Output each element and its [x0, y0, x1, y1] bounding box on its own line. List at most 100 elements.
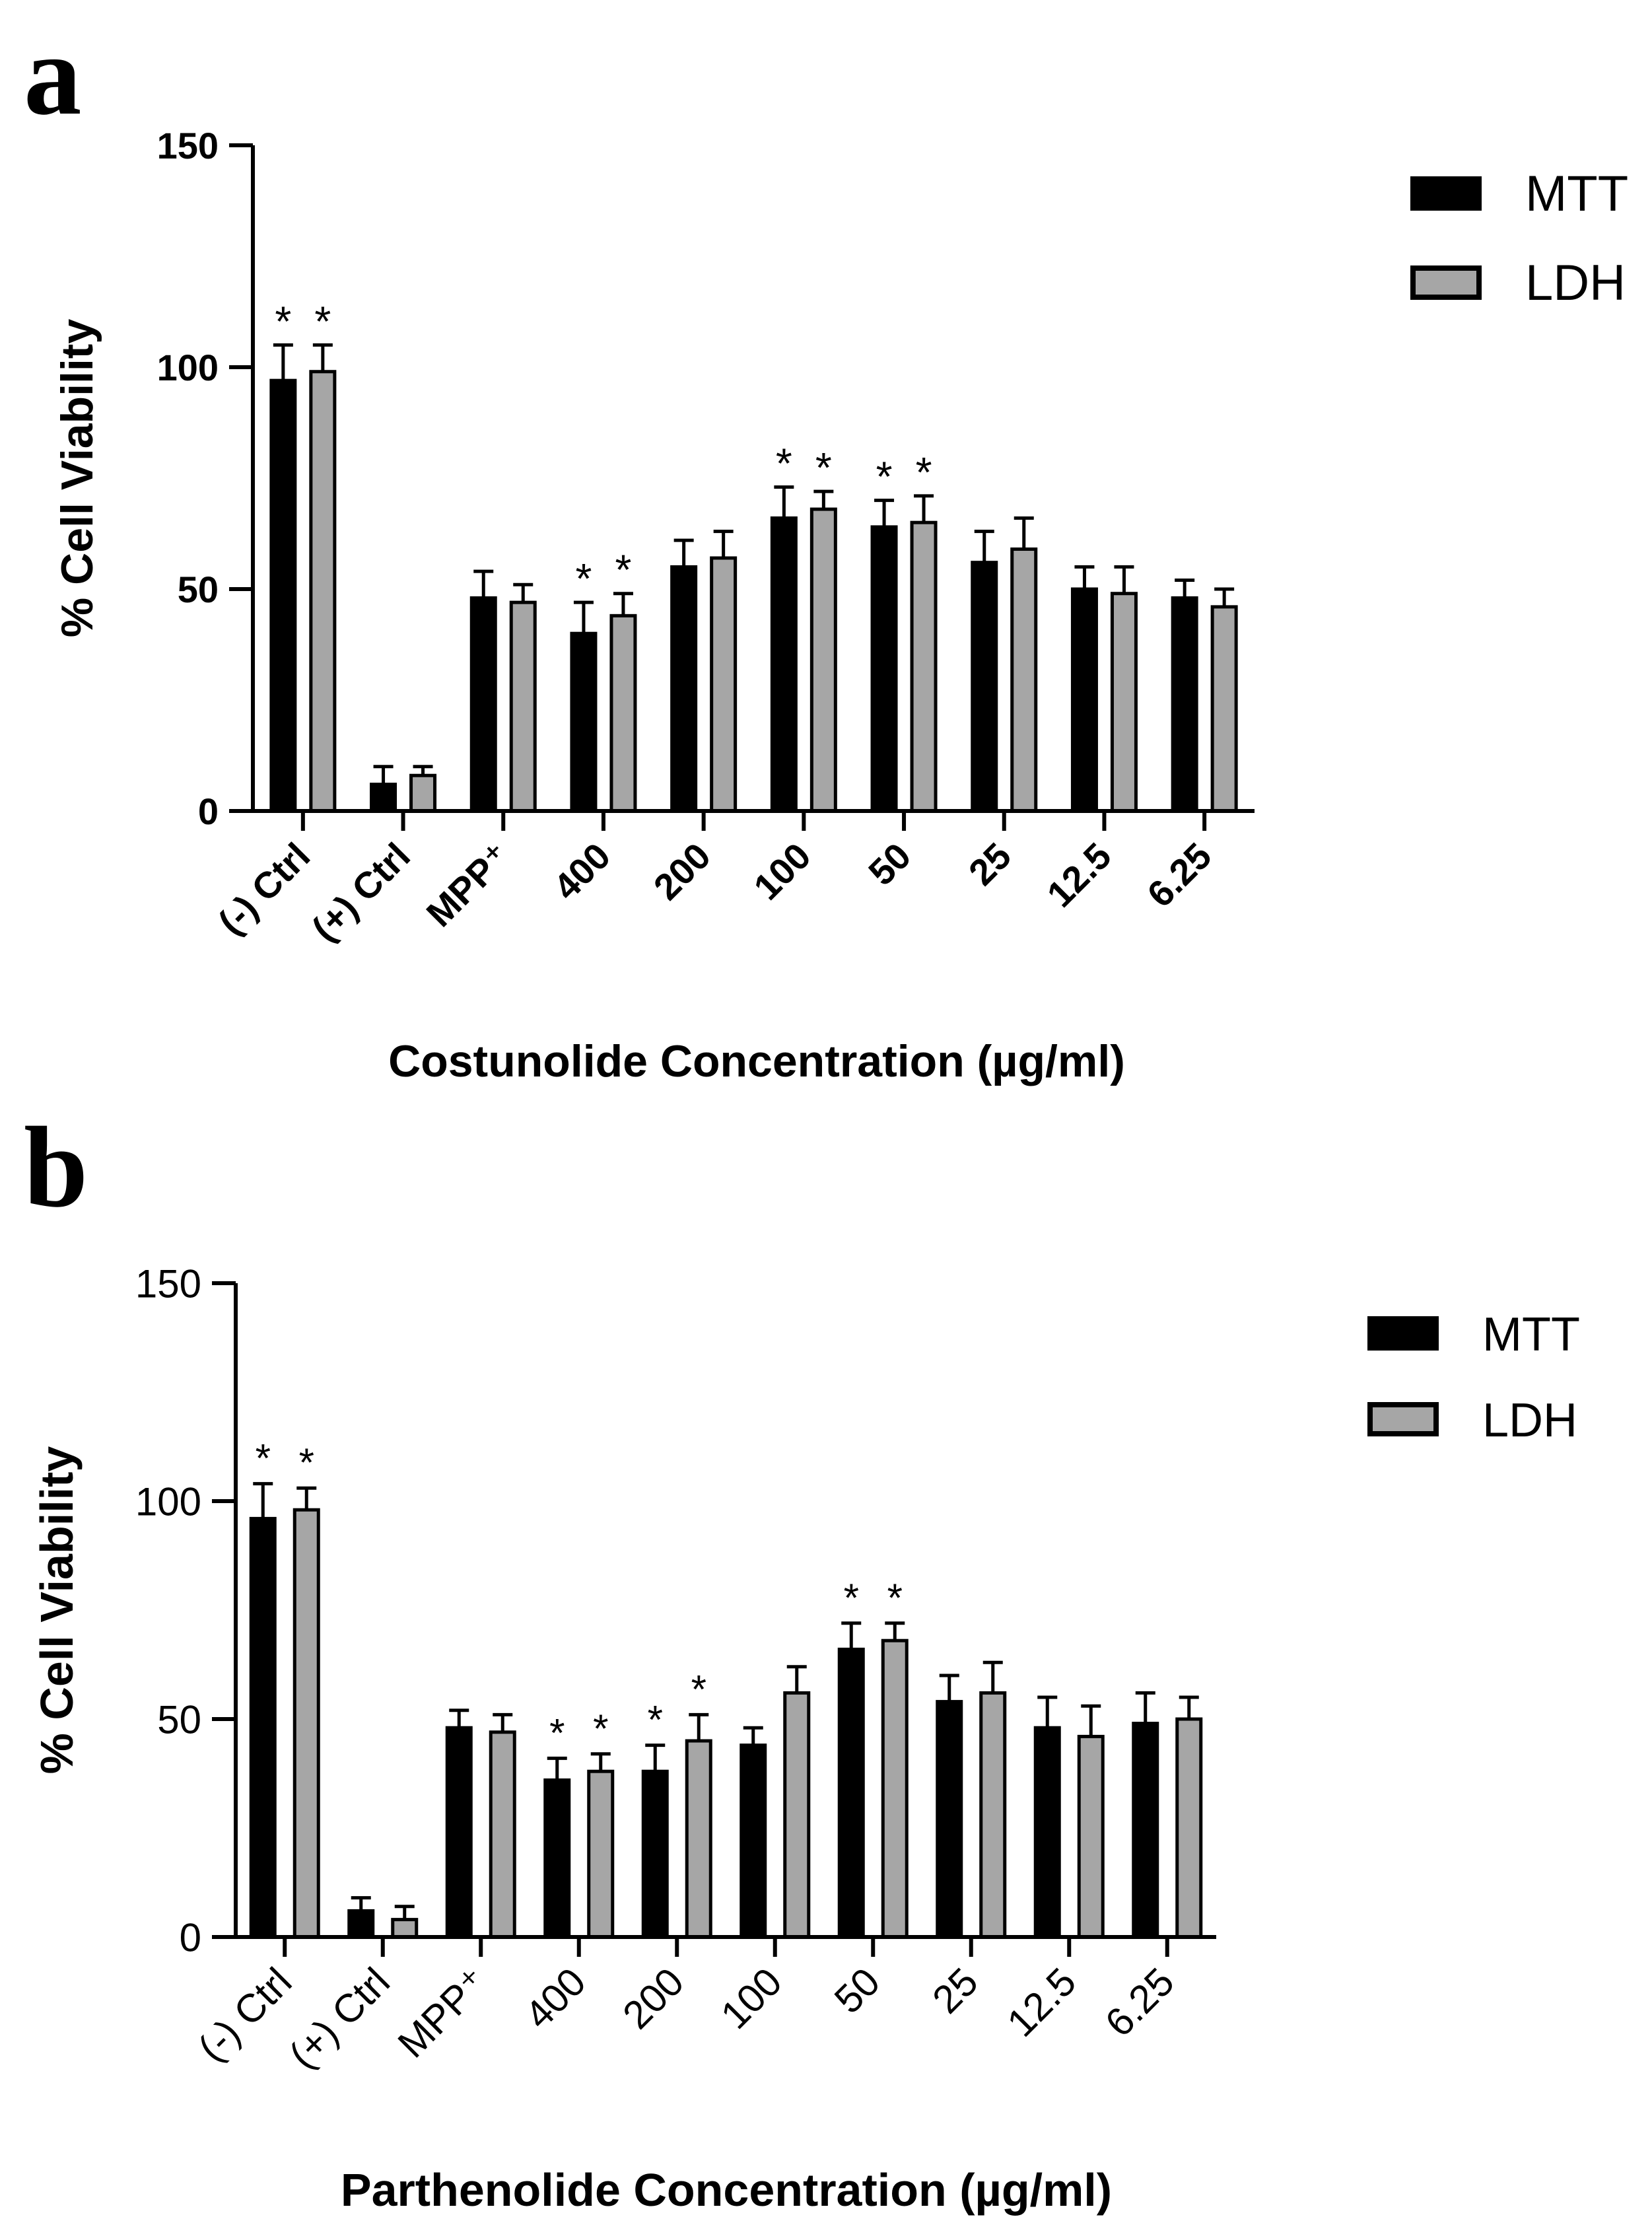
panel-letter-a: a	[24, 11, 82, 139]
c0-bar-mtt-6	[870, 525, 898, 813]
c0-bar-ldh-8	[1110, 592, 1138, 813]
c0-bar-ldh-1	[409, 773, 437, 813]
c0-significance-mtt-3: *	[575, 555, 592, 602]
c0-significance-ldh-5: *	[815, 444, 832, 491]
c1-legend-swatch-mtt	[1367, 1316, 1439, 1351]
c1-bar-ldh-0	[293, 1508, 320, 1939]
c1-bar-ldh-5	[783, 1691, 811, 1939]
c1-bar-ldh-8	[1077, 1734, 1105, 1939]
c0-bar-mtt-2	[469, 596, 497, 813]
c1-bar-ldh-9	[1175, 1717, 1203, 1939]
c0-x-tick-label-6: 50	[860, 835, 919, 894]
c0-x-tick-label-4: 200	[646, 835, 719, 908]
c1-significance-ldh-0: *	[299, 1440, 314, 1485]
c1-bar-mtt-5	[740, 1744, 767, 1939]
chart-costunolide: * * * * * * * * 0 50 100 150 (-) Ctrl(+) Ctrl MPP⁺ 400…	[52, 125, 1628, 1086]
c1-bar-ldh-4	[685, 1739, 712, 1939]
c1-bar-ldh-7	[979, 1691, 1007, 1939]
c1-bar-ldh-6	[881, 1638, 909, 1939]
c1-y-tick-label-3: 150	[135, 1262, 201, 1306]
c0-bar-ldh-4	[710, 556, 738, 813]
c0-x-tick-label-1: (+) Ctrl	[304, 835, 418, 949]
c1-significance-mtt-0: *	[256, 1436, 271, 1481]
c0-bar-mtt-3	[570, 631, 598, 813]
c1-significance-ldh-4: *	[691, 1667, 706, 1711]
c0-bar-ldh-3	[609, 614, 637, 813]
panel-letter-b: b	[24, 1103, 88, 1231]
c1-significance-mtt-4: *	[648, 1698, 663, 1742]
c1-significance-mtt-6: *	[844, 1576, 859, 1620]
c0-bar-mtt-7	[971, 561, 998, 813]
c0-bar-mtt-5	[770, 516, 798, 813]
c1-bar-mtt-1	[347, 1909, 375, 1939]
c1-x-tick-label-0: (-) Ctrl	[189, 1959, 300, 2070]
c1-x-tick-label-8: 12.5	[998, 1959, 1084, 2045]
c0-bar-mtt-8	[1070, 587, 1098, 813]
c1-bar-mtt-7	[936, 1700, 963, 1939]
c0-significance-ldh-0: *	[314, 297, 331, 345]
c1-bar-mtt-0	[249, 1516, 277, 1939]
c1-y-tick-label-0: 0	[180, 1916, 201, 1960]
c1-bar-ldh-3	[587, 1769, 615, 1939]
c0-x-tick-label-5: 100	[745, 835, 819, 908]
c1-bar-mtt-2	[445, 1726, 473, 1939]
c0-x-tick-label-2: MPP⁺	[418, 835, 518, 934]
c1-significance-ldh-6: *	[887, 1576, 903, 1620]
c0-y-axis-label: % Cell Viability	[52, 319, 102, 638]
c1-significance-mtt-3: *	[549, 1710, 565, 1755]
c0-bar-ldh-2	[509, 600, 537, 813]
c0-bar-ldh-5	[809, 507, 837, 813]
c0-significance-mtt-5: *	[776, 439, 792, 487]
c1-y-axis-label: % Cell Viability	[31, 1446, 83, 1775]
c0-bar-mtt-4	[670, 565, 698, 813]
c1-x-axis-label: Parthenolide Concentration (µg/ml)	[341, 2164, 1112, 2216]
c0-bar-mtt-9	[1171, 596, 1198, 813]
c0-significance-ldh-6: *	[916, 448, 932, 496]
c0-significance-ldh-3: *	[615, 546, 631, 594]
c0-legend-swatch-mtt	[1410, 176, 1482, 211]
c0-y-tick-label-3: 150	[157, 125, 219, 166]
c1-bar-mtt-9	[1132, 1722, 1159, 1939]
c1-x-tick-label-9: 6.25	[1097, 1959, 1183, 2045]
c1-x-tick-label-7: 25	[924, 1959, 986, 2022]
c1-bar-mtt-3	[543, 1778, 571, 1939]
c0-legend-swatch-ldh	[1410, 265, 1482, 300]
c0-x-tick-label-9: 6.25	[1139, 835, 1220, 915]
c1-x-tick-label-1: (+) Ctrl	[281, 1959, 398, 2077]
c1-x-tick-label-6: 50	[826, 1959, 889, 2022]
c1-legend-swatch-ldh	[1367, 1402, 1439, 1436]
c1-y-tick-label-1: 50	[157, 1698, 201, 1742]
c0-significance-mtt-0: *	[275, 297, 291, 345]
c0-bar-mtt-1	[370, 783, 397, 813]
c1-x-tick-label-4: 200	[614, 1959, 692, 2037]
c0-x-tick-label-3: 400	[545, 835, 619, 908]
c1-x-tick-label-2: MPP⁺	[390, 1959, 497, 2066]
c1-legend-label-ldh: LDH	[1482, 1394, 1577, 1447]
c0-y-tick-label-1: 50	[178, 569, 219, 610]
c1-bar-ldh-1	[391, 1918, 419, 1939]
c1-x-tick-label-3: 400	[516, 1959, 594, 2037]
c0-x-axis-label: Costunolide Concentration (µg/ml)	[388, 1036, 1125, 1086]
c0-bar-mtt-0	[269, 378, 297, 813]
c1-y-tick-label-2: 100	[135, 1480, 201, 1524]
c0-x-tick-label-8: 12.5	[1039, 835, 1119, 915]
c0-y-tick-label-2: 100	[157, 347, 219, 388]
c0-x-tick-label-0: (-) Ctrl	[210, 835, 318, 942]
c1-bar-mtt-4	[641, 1769, 669, 1939]
c0-x-tick-label-7: 25	[961, 835, 1019, 894]
c1-x-tick-label-5: 100	[712, 1959, 790, 2037]
c1-bar-mtt-8	[1033, 1726, 1061, 1939]
c0-bar-ldh-9	[1210, 605, 1238, 813]
c0-bar-ldh-0	[309, 370, 337, 813]
c0-bar-ldh-6	[910, 520, 938, 813]
c1-bar-ldh-2	[489, 1730, 516, 1939]
c1-legend-label-mtt: MTT	[1482, 1308, 1580, 1361]
c1-bar-mtt-6	[837, 1647, 865, 1939]
c0-legend-label-ldh: LDH	[1525, 255, 1626, 311]
c0-bar-ldh-7	[1010, 547, 1038, 813]
c0-legend-label-mtt: MTT	[1525, 166, 1628, 222]
c1-significance-ldh-3: *	[593, 1707, 608, 1751]
c0-y-tick-label-0: 0	[198, 791, 219, 832]
c0-significance-mtt-6: *	[876, 453, 893, 501]
